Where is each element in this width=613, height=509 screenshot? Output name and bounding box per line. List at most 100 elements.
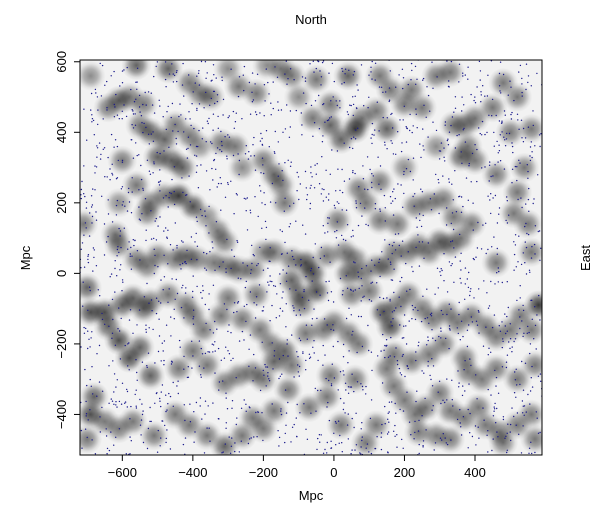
galaxy-point	[534, 451, 536, 454]
galaxy-point	[342, 238, 345, 241]
galaxy-point	[527, 325, 529, 328]
galaxy-point	[475, 256, 477, 258]
density-cluster	[301, 64, 332, 95]
galaxy-point	[433, 449, 435, 451]
galaxy-point	[196, 220, 198, 223]
galaxy-point	[182, 284, 184, 287]
galaxy-point	[216, 328, 218, 330]
galaxy-point	[370, 452, 373, 455]
density-cluster	[80, 60, 106, 91]
galaxy-point	[91, 114, 93, 116]
galaxy-point	[468, 162, 470, 165]
galaxy-point	[264, 220, 267, 223]
galaxy-point	[131, 255, 133, 257]
galaxy-point	[442, 175, 444, 177]
galaxy-point	[284, 389, 287, 391]
galaxy-point	[250, 269, 252, 271]
galaxy-point	[321, 141, 324, 143]
galaxy-point	[261, 341, 263, 343]
galaxy-point	[183, 317, 185, 319]
galaxy-point	[471, 435, 474, 438]
galaxy-point	[221, 452, 223, 454]
galaxy-point	[119, 235, 121, 237]
galaxy-point	[341, 442, 343, 444]
galaxy-point	[208, 232, 210, 234]
galaxy-point	[445, 442, 447, 444]
galaxy-point	[462, 205, 464, 208]
galaxy-point	[418, 419, 420, 422]
galaxy-point	[350, 236, 352, 238]
galaxy-point	[321, 61, 324, 64]
galaxy-point	[269, 320, 271, 322]
galaxy-point	[206, 72, 208, 74]
galaxy-point	[273, 151, 276, 153]
galaxy-point	[172, 81, 175, 83]
galaxy-point	[111, 163, 113, 165]
galaxy-point	[218, 389, 220, 391]
galaxy-point	[451, 263, 453, 265]
galaxy-point	[300, 112, 302, 114]
galaxy-point	[532, 124, 534, 127]
galaxy-point	[406, 127, 408, 130]
galaxy-point	[456, 134, 458, 137]
galaxy-point	[263, 172, 265, 175]
galaxy-point	[120, 403, 123, 405]
galaxy-point	[403, 314, 406, 316]
galaxy-point	[129, 453, 131, 455]
galaxy-point	[215, 152, 217, 155]
galaxy-point	[90, 385, 93, 387]
galaxy-point	[448, 303, 450, 305]
galaxy-point	[95, 166, 98, 168]
galaxy-point	[114, 291, 116, 293]
galaxy-point	[358, 287, 360, 290]
galaxy-point	[500, 92, 502, 94]
galaxy-point	[373, 134, 375, 136]
galaxy-point	[293, 202, 295, 204]
galaxy-point	[418, 241, 420, 243]
galaxy-point	[450, 222, 452, 225]
galaxy-point	[232, 110, 235, 113]
galaxy-point	[332, 96, 334, 98]
galaxy-point	[238, 340, 241, 342]
galaxy-point	[439, 437, 442, 439]
galaxy-point	[370, 399, 373, 401]
galaxy-point	[263, 115, 265, 117]
galaxy-point	[136, 81, 138, 83]
galaxy-point	[190, 258, 193, 260]
galaxy-point	[378, 261, 380, 264]
galaxy-point	[522, 141, 525, 143]
galaxy-point	[111, 221, 114, 223]
galaxy-point	[310, 184, 312, 187]
galaxy-point	[284, 73, 286, 75]
galaxy-point	[358, 186, 360, 188]
galaxy-point	[249, 407, 251, 409]
galaxy-point	[287, 78, 289, 80]
galaxy-point	[398, 74, 400, 76]
galaxy-point	[393, 241, 395, 244]
galaxy-point	[320, 434, 322, 436]
galaxy-point	[324, 448, 326, 451]
galaxy-point	[153, 163, 155, 165]
galaxy-point	[295, 264, 297, 266]
galaxy-point	[220, 182, 222, 185]
galaxy-point	[120, 188, 123, 190]
galaxy-point	[318, 183, 321, 185]
galaxy-point	[193, 411, 195, 413]
galaxy-point	[120, 317, 122, 320]
y-tick-label: 400	[54, 121, 69, 143]
density-cluster	[80, 424, 103, 455]
galaxy-point	[145, 126, 147, 129]
galaxy-point	[370, 71, 372, 73]
galaxy-point	[194, 241, 196, 243]
galaxy-point	[469, 432, 471, 434]
galaxy-point	[498, 213, 500, 215]
galaxy-point	[525, 411, 527, 413]
galaxy-point	[520, 452, 523, 454]
galaxy-point	[288, 226, 290, 228]
galaxy-point	[527, 177, 529, 179]
galaxy-point	[128, 241, 130, 243]
galaxy-point	[498, 207, 501, 209]
galaxy-point	[444, 401, 446, 404]
galaxy-point	[511, 182, 513, 184]
galaxy-point	[328, 379, 330, 382]
